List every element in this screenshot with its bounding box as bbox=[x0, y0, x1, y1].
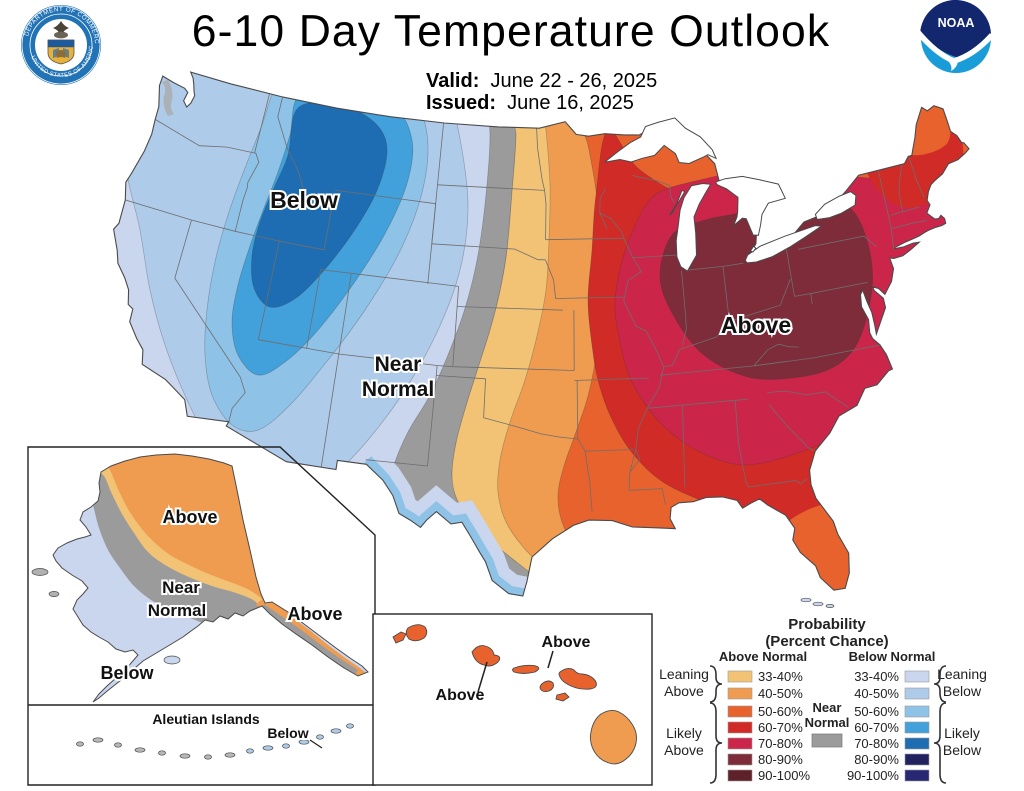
svg-text:Above: Above bbox=[721, 312, 791, 338]
svg-text:Above: Above bbox=[664, 683, 704, 699]
svg-text:80-90%: 80-90% bbox=[758, 752, 803, 767]
svg-text:33-40%: 33-40% bbox=[758, 669, 803, 684]
svg-text:Normal: Normal bbox=[148, 601, 207, 620]
svg-text:60-70%: 60-70% bbox=[854, 720, 899, 735]
svg-text:40-50%: 40-50% bbox=[854, 686, 899, 701]
svg-text:Above Normal: Above Normal bbox=[719, 649, 807, 664]
svg-text:70-80%: 70-80% bbox=[854, 736, 899, 751]
svg-text:NOAA: NOAA bbox=[938, 16, 975, 30]
svg-text:Near: Near bbox=[162, 578, 200, 597]
svg-text:33-40%: 33-40% bbox=[854, 669, 899, 684]
svg-text:Valid: June 22 - 26, 2025: Valid: June 22 - 26, 2025 bbox=[426, 70, 657, 92]
svg-text:60-70%: 60-70% bbox=[758, 720, 803, 735]
svg-text:Below Normal: Below Normal bbox=[849, 649, 936, 664]
svg-text:70-80%: 70-80% bbox=[758, 736, 803, 751]
svg-text:90-100%: 90-100% bbox=[758, 768, 810, 783]
svg-text:6-10 Day Temperature Outlook: 6-10 Day Temperature Outlook bbox=[192, 7, 830, 56]
svg-text:Likely: Likely bbox=[944, 725, 980, 741]
svg-text:Normal: Normal bbox=[362, 378, 434, 401]
svg-text:Normal: Normal bbox=[805, 715, 850, 730]
svg-text:(Percent Chance): (Percent Chance) bbox=[765, 633, 888, 650]
svg-text:Issued: June 16, 2025: Issued: June 16, 2025 bbox=[426, 92, 634, 114]
svg-text:40-50%: 40-50% bbox=[758, 686, 803, 701]
svg-text:50-60%: 50-60% bbox=[758, 704, 803, 719]
svg-text:Near: Near bbox=[375, 353, 422, 376]
svg-text:Near: Near bbox=[813, 700, 842, 715]
svg-text:Below: Below bbox=[943, 683, 982, 699]
svg-text:Leaning: Leaning bbox=[937, 666, 987, 682]
svg-text:Above: Above bbox=[287, 604, 342, 624]
svg-text:Below: Below bbox=[100, 663, 154, 683]
svg-text:Above: Above bbox=[664, 742, 704, 758]
svg-text:Below: Below bbox=[943, 742, 982, 758]
svg-text:50-60%: 50-60% bbox=[854, 704, 899, 719]
svg-text:Aleutian Islands: Aleutian Islands bbox=[152, 711, 260, 727]
svg-text:Probability: Probability bbox=[788, 616, 866, 633]
svg-text:Above: Above bbox=[542, 634, 591, 651]
svg-text:Below: Below bbox=[270, 187, 338, 213]
svg-text:Above: Above bbox=[162, 507, 217, 527]
svg-text:Above: Above bbox=[436, 687, 485, 704]
svg-text:Below: Below bbox=[267, 725, 308, 741]
svg-text:90-100%: 90-100% bbox=[847, 768, 899, 783]
svg-text:80-90%: 80-90% bbox=[854, 752, 899, 767]
svg-text:Likely: Likely bbox=[666, 725, 702, 741]
svg-text:Leaning: Leaning bbox=[659, 666, 709, 682]
